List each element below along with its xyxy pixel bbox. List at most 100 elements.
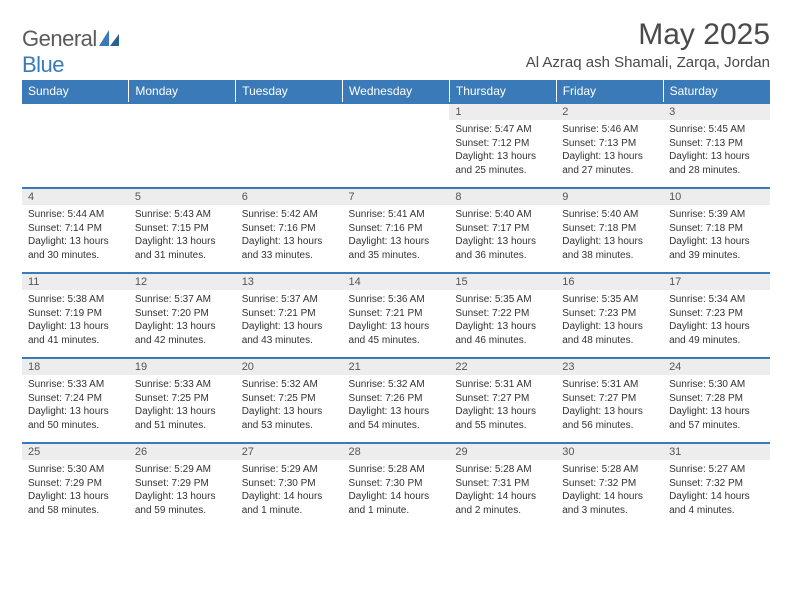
day-number: 29 bbox=[449, 443, 556, 460]
day-number: 28 bbox=[343, 443, 450, 460]
daylight-text: Daylight: 13 hours and 54 minutes. bbox=[349, 405, 444, 432]
sunrise-text: Sunrise: 5:43 AM bbox=[135, 208, 230, 222]
sunrise-text: Sunrise: 5:37 AM bbox=[135, 293, 230, 307]
sunset-text: Sunset: 7:29 PM bbox=[135, 477, 230, 491]
daylight-text: Daylight: 13 hours and 31 minutes. bbox=[135, 235, 230, 262]
empty-cell bbox=[22, 120, 129, 188]
day-number: 10 bbox=[663, 188, 770, 205]
day-number: 20 bbox=[236, 358, 343, 375]
daylight-text: Daylight: 13 hours and 30 minutes. bbox=[28, 235, 123, 262]
sunset-text: Sunset: 7:21 PM bbox=[349, 307, 444, 321]
day-number: 19 bbox=[129, 358, 236, 375]
daylight-text: Daylight: 13 hours and 58 minutes. bbox=[28, 490, 123, 517]
day-detail: Sunrise: 5:33 AMSunset: 7:24 PMDaylight:… bbox=[22, 375, 129, 443]
day-detail: Sunrise: 5:28 AMSunset: 7:31 PMDaylight:… bbox=[449, 460, 556, 528]
weekday-header-row: SundayMondayTuesdayWednesdayThursdayFrid… bbox=[22, 80, 770, 103]
sunrise-text: Sunrise: 5:29 AM bbox=[135, 463, 230, 477]
logo: GeneralBlue bbox=[22, 26, 121, 78]
day-detail-row: Sunrise: 5:30 AMSunset: 7:29 PMDaylight:… bbox=[22, 460, 770, 528]
day-detail: Sunrise: 5:40 AMSunset: 7:17 PMDaylight:… bbox=[449, 205, 556, 273]
day-detail: Sunrise: 5:31 AMSunset: 7:27 PMDaylight:… bbox=[449, 375, 556, 443]
sunset-text: Sunset: 7:14 PM bbox=[28, 222, 123, 236]
day-detail: Sunrise: 5:46 AMSunset: 7:13 PMDaylight:… bbox=[556, 120, 663, 188]
day-number: 18 bbox=[22, 358, 129, 375]
sunset-text: Sunset: 7:28 PM bbox=[669, 392, 764, 406]
day-number: 21 bbox=[343, 358, 450, 375]
sunrise-text: Sunrise: 5:31 AM bbox=[455, 378, 550, 392]
day-detail: Sunrise: 5:41 AMSunset: 7:16 PMDaylight:… bbox=[343, 205, 450, 273]
day-number: 6 bbox=[236, 188, 343, 205]
sunset-text: Sunset: 7:25 PM bbox=[242, 392, 337, 406]
sunset-text: Sunset: 7:16 PM bbox=[242, 222, 337, 236]
sunrise-text: Sunrise: 5:42 AM bbox=[242, 208, 337, 222]
sunrise-text: Sunrise: 5:40 AM bbox=[455, 208, 550, 222]
day-number: 14 bbox=[343, 273, 450, 290]
sunset-text: Sunset: 7:20 PM bbox=[135, 307, 230, 321]
calendar-table: SundayMondayTuesdayWednesdayThursdayFrid… bbox=[22, 80, 770, 528]
day-detail: Sunrise: 5:47 AMSunset: 7:12 PMDaylight:… bbox=[449, 120, 556, 188]
day-detail: Sunrise: 5:43 AMSunset: 7:15 PMDaylight:… bbox=[129, 205, 236, 273]
sunrise-text: Sunrise: 5:28 AM bbox=[455, 463, 550, 477]
day-detail: Sunrise: 5:35 AMSunset: 7:22 PMDaylight:… bbox=[449, 290, 556, 358]
logo-sail-icon bbox=[99, 26, 121, 51]
day-detail: Sunrise: 5:32 AMSunset: 7:25 PMDaylight:… bbox=[236, 375, 343, 443]
day-detail-row: Sunrise: 5:38 AMSunset: 7:19 PMDaylight:… bbox=[22, 290, 770, 358]
sunrise-text: Sunrise: 5:32 AM bbox=[349, 378, 444, 392]
sunset-text: Sunset: 7:22 PM bbox=[455, 307, 550, 321]
empty-cell bbox=[343, 120, 450, 188]
sunrise-text: Sunrise: 5:32 AM bbox=[242, 378, 337, 392]
header: GeneralBlue May 2025 Al Azraq ash Shamal… bbox=[22, 18, 770, 78]
day-detail: Sunrise: 5:39 AMSunset: 7:18 PMDaylight:… bbox=[663, 205, 770, 273]
sunset-text: Sunset: 7:29 PM bbox=[28, 477, 123, 491]
sunrise-text: Sunrise: 5:27 AM bbox=[669, 463, 764, 477]
sunrise-text: Sunrise: 5:33 AM bbox=[28, 378, 123, 392]
sunrise-text: Sunrise: 5:30 AM bbox=[28, 463, 123, 477]
sunset-text: Sunset: 7:32 PM bbox=[669, 477, 764, 491]
day-detail: Sunrise: 5:35 AMSunset: 7:23 PMDaylight:… bbox=[556, 290, 663, 358]
sunset-text: Sunset: 7:16 PM bbox=[349, 222, 444, 236]
daylight-text: Daylight: 13 hours and 55 minutes. bbox=[455, 405, 550, 432]
sunset-text: Sunset: 7:27 PM bbox=[562, 392, 657, 406]
daylight-text: Daylight: 13 hours and 51 minutes. bbox=[135, 405, 230, 432]
sunset-text: Sunset: 7:30 PM bbox=[242, 477, 337, 491]
day-detail-row: Sunrise: 5:44 AMSunset: 7:14 PMDaylight:… bbox=[22, 205, 770, 273]
daylight-text: Daylight: 13 hours and 57 minutes. bbox=[669, 405, 764, 432]
day-number: 9 bbox=[556, 188, 663, 205]
daylight-text: Daylight: 13 hours and 56 minutes. bbox=[562, 405, 657, 432]
sunrise-text: Sunrise: 5:35 AM bbox=[455, 293, 550, 307]
daylight-text: Daylight: 13 hours and 48 minutes. bbox=[562, 320, 657, 347]
day-detail: Sunrise: 5:32 AMSunset: 7:26 PMDaylight:… bbox=[343, 375, 450, 443]
weekday-header: Sunday bbox=[22, 80, 129, 103]
empty-cell bbox=[343, 103, 450, 120]
sunset-text: Sunset: 7:26 PM bbox=[349, 392, 444, 406]
day-detail: Sunrise: 5:36 AMSunset: 7:21 PMDaylight:… bbox=[343, 290, 450, 358]
sunrise-text: Sunrise: 5:31 AM bbox=[562, 378, 657, 392]
sunrise-text: Sunrise: 5:40 AM bbox=[562, 208, 657, 222]
daylight-text: Daylight: 13 hours and 50 minutes. bbox=[28, 405, 123, 432]
day-detail: Sunrise: 5:38 AMSunset: 7:19 PMDaylight:… bbox=[22, 290, 129, 358]
empty-cell bbox=[236, 103, 343, 120]
day-number: 2 bbox=[556, 103, 663, 120]
sunset-text: Sunset: 7:12 PM bbox=[455, 137, 550, 151]
day-number-row: 45678910 bbox=[22, 188, 770, 205]
sunrise-text: Sunrise: 5:38 AM bbox=[28, 293, 123, 307]
empty-cell bbox=[129, 103, 236, 120]
sunset-text: Sunset: 7:24 PM bbox=[28, 392, 123, 406]
sunrise-text: Sunrise: 5:34 AM bbox=[669, 293, 764, 307]
daylight-text: Daylight: 14 hours and 3 minutes. bbox=[562, 490, 657, 517]
sunset-text: Sunset: 7:13 PM bbox=[669, 137, 764, 151]
sunset-text: Sunset: 7:21 PM bbox=[242, 307, 337, 321]
weekday-header: Monday bbox=[129, 80, 236, 103]
sunset-text: Sunset: 7:23 PM bbox=[669, 307, 764, 321]
daylight-text: Daylight: 13 hours and 38 minutes. bbox=[562, 235, 657, 262]
day-detail: Sunrise: 5:27 AMSunset: 7:32 PMDaylight:… bbox=[663, 460, 770, 528]
sunset-text: Sunset: 7:18 PM bbox=[669, 222, 764, 236]
daylight-text: Daylight: 13 hours and 25 minutes. bbox=[455, 150, 550, 177]
sunset-text: Sunset: 7:27 PM bbox=[455, 392, 550, 406]
daylight-text: Daylight: 13 hours and 35 minutes. bbox=[349, 235, 444, 262]
sunrise-text: Sunrise: 5:36 AM bbox=[349, 293, 444, 307]
day-number-row: 11121314151617 bbox=[22, 273, 770, 290]
sunset-text: Sunset: 7:25 PM bbox=[135, 392, 230, 406]
daylight-text: Daylight: 13 hours and 46 minutes. bbox=[455, 320, 550, 347]
day-detail: Sunrise: 5:30 AMSunset: 7:29 PMDaylight:… bbox=[22, 460, 129, 528]
